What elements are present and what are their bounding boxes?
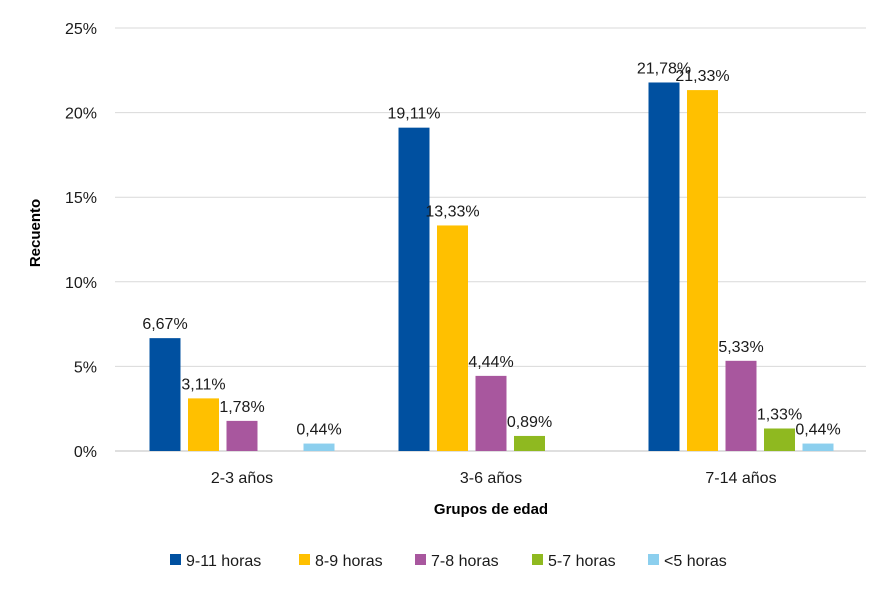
legend-swatch bbox=[532, 554, 543, 565]
legend-label: 9-11 horas bbox=[186, 553, 261, 570]
legend-label: 7-8 horas bbox=[431, 553, 499, 570]
bar bbox=[475, 375, 507, 451]
y-tick-label: 0% bbox=[74, 444, 97, 461]
legend-swatch bbox=[648, 554, 659, 565]
bar bbox=[802, 443, 834, 451]
bar bbox=[764, 428, 795, 451]
legend-swatch bbox=[415, 554, 426, 565]
legend-swatch bbox=[170, 554, 181, 565]
y-tick-label: 25% bbox=[65, 21, 97, 38]
data-label: 0,44% bbox=[795, 422, 840, 439]
data-label: 13,33% bbox=[425, 203, 479, 220]
data-label: 0,89% bbox=[507, 414, 552, 431]
x-category-label: 7-14 años bbox=[705, 470, 776, 487]
bar bbox=[725, 360, 757, 451]
bar bbox=[437, 225, 468, 451]
x-category-label: 3-6 años bbox=[460, 470, 522, 487]
data-label: 0,44% bbox=[296, 422, 341, 439]
x-axis-categories: 2-3 años 3-6 años 7-14 años bbox=[211, 470, 777, 487]
data-label: 1,33% bbox=[757, 406, 802, 423]
bar bbox=[687, 90, 718, 451]
data-label: 3,11% bbox=[181, 376, 225, 393]
data-labels: 6,67% 19,11% 21,78% 3,11% 13,33% 21,33% 1,78% 4… bbox=[142, 60, 840, 438]
x-axis-title: Grupos de edad bbox=[434, 501, 548, 518]
data-label: 21,33% bbox=[675, 68, 729, 85]
x-category-label: 2-3 años bbox=[211, 470, 273, 487]
data-label: 5,33% bbox=[718, 339, 763, 356]
y-tick-label: 10% bbox=[65, 275, 97, 292]
legend-label: 8-9 horas bbox=[315, 553, 383, 570]
legend-label: <5 horas bbox=[664, 553, 727, 570]
data-label: 1,78% bbox=[219, 399, 264, 416]
data-label: 4,44% bbox=[468, 354, 513, 371]
bar bbox=[648, 82, 680, 452]
data-label: 19,11% bbox=[387, 106, 440, 123]
bar bbox=[398, 127, 430, 451]
y-axis-ticks: 0% 5% 10% 15% 20% 25% bbox=[65, 21, 97, 461]
legend-label: 5-7 horas bbox=[548, 553, 616, 570]
bar bbox=[303, 443, 335, 451]
y-tick-label: 15% bbox=[65, 190, 97, 207]
data-label: 6,67% bbox=[142, 316, 187, 333]
y-tick-label: 5% bbox=[74, 359, 97, 376]
bar bbox=[514, 435, 545, 451]
legend-swatch bbox=[299, 554, 310, 565]
y-axis-title: Recuento bbox=[27, 199, 44, 267]
legend: 9-11 horas 8-9 horas 7-8 horas 5-7 horas <5 … bbox=[170, 553, 727, 570]
y-tick-label: 20% bbox=[65, 106, 97, 123]
bar bbox=[226, 420, 258, 451]
bar bbox=[188, 398, 219, 451]
bars bbox=[149, 82, 834, 452]
bar bbox=[149, 338, 181, 451]
data-label: 21,78% bbox=[637, 60, 691, 77]
